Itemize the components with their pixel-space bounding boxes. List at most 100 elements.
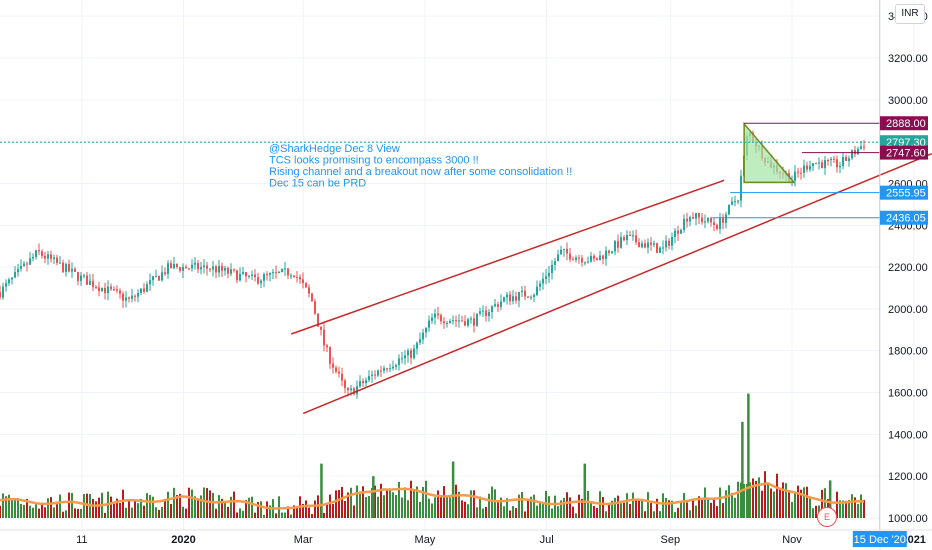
- volume-bar: [158, 509, 160, 518]
- candle-body: [839, 165, 841, 168]
- candle-body: [308, 287, 310, 294]
- volume-bar: [224, 502, 226, 518]
- annotation-line: @SharkHedge Dec 8 View: [269, 143, 400, 155]
- x-tick-label: May: [415, 534, 436, 546]
- currency-badge[interactable]: INR: [895, 4, 925, 24]
- volume-bar: [614, 497, 616, 518]
- candle-body: [212, 266, 214, 270]
- candle-body: [11, 277, 13, 280]
- candle-body: [122, 293, 124, 301]
- volume-bar: [806, 486, 808, 518]
- volume-bar: [95, 501, 97, 518]
- volume-bar: [741, 421, 744, 518]
- candle-body: [302, 279, 304, 284]
- candle-body: [53, 257, 55, 259]
- volume-bar: [815, 505, 817, 518]
- candle-body: [623, 237, 625, 241]
- candle-body: [431, 317, 433, 321]
- candle-body: [65, 264, 67, 272]
- candle-body: [824, 160, 826, 169]
- volume-bar: [527, 499, 529, 518]
- volume-bar: [137, 503, 139, 518]
- volume-bar: [203, 487, 205, 518]
- candle-body: [296, 277, 298, 279]
- candle-body: [86, 275, 88, 285]
- volume-moving-average: [0, 481, 865, 510]
- earnings-event-icon[interactable]: E: [817, 507, 837, 527]
- candle-body: [713, 222, 715, 225]
- volume-bar: [372, 476, 375, 518]
- volume-bar: [761, 490, 763, 518]
- volume-bar: [197, 498, 199, 518]
- candle-body: [224, 267, 226, 271]
- volume-bar: [464, 501, 466, 518]
- volume-bar: [149, 495, 151, 518]
- volume-bar: [425, 480, 427, 518]
- candle-body: [413, 348, 415, 358]
- volume-bar: [587, 490, 589, 518]
- candle-body: [554, 261, 556, 265]
- volume-bar: [278, 496, 280, 518]
- volume-bar: [701, 498, 703, 518]
- volume-bar: [44, 507, 46, 518]
- volume-bar: [479, 496, 481, 518]
- candle-body: [620, 237, 622, 248]
- candle-body: [488, 312, 490, 316]
- candle-body: [398, 358, 400, 366]
- volume-bar: [305, 500, 307, 518]
- candle-body: [17, 268, 19, 273]
- volume-bar: [395, 495, 397, 518]
- price-tag-label: 2436.05: [886, 213, 926, 225]
- volume-bar: [83, 493, 85, 518]
- candle-body: [584, 262, 586, 264]
- candle-body: [863, 146, 865, 148]
- volume-bar: [239, 508, 241, 518]
- volume-bar: [635, 499, 637, 518]
- candle-body: [659, 247, 661, 253]
- volume-bar: [332, 503, 334, 518]
- volume-bar: [560, 500, 562, 518]
- candle-body: [590, 255, 592, 262]
- candle-body: [446, 323, 448, 325]
- candle-body: [704, 221, 706, 223]
- volume-bar: [11, 500, 13, 518]
- candle-body: [443, 321, 445, 324]
- volume-bar: [485, 506, 487, 518]
- candle-body: [218, 265, 220, 273]
- candle-body: [500, 301, 502, 307]
- volume-bar: [170, 504, 172, 518]
- candle-body: [164, 272, 166, 275]
- volume-bar: [287, 506, 289, 518]
- volume-bar: [828, 480, 832, 518]
- volume-bar: [758, 477, 760, 518]
- time-axis[interactable]: 11 2020 Mar May Jul Sep Nov 2021: [0, 529, 932, 546]
- x-tick-label: 11: [76, 534, 87, 546]
- candle-body: [671, 236, 673, 246]
- volume-bar: [542, 502, 544, 518]
- candle-body: [326, 345, 328, 348]
- candle-body: [230, 269, 232, 274]
- candle-body: [44, 255, 46, 259]
- volume-bar: [620, 503, 622, 518]
- volume-bar: [350, 487, 352, 518]
- volume-bar: [530, 496, 532, 518]
- y-tick-label: 1000.00: [888, 513, 928, 525]
- candle-body: [440, 315, 442, 322]
- candle-body: [149, 280, 151, 285]
- volume-bar: [662, 493, 664, 518]
- volume-bar: [116, 498, 118, 518]
- candle-body: [8, 279, 10, 284]
- price-axis[interactable]: 1000.00 1200.00 1400.00 1600.00 1800.00 2000.…: [879, 0, 928, 550]
- volume-bar: [146, 493, 148, 518]
- candle-body: [497, 304, 499, 307]
- candle-body: [215, 266, 217, 273]
- volume-bar: [110, 496, 112, 518]
- volume-bar: [575, 513, 577, 518]
- volume-bar: [494, 489, 496, 518]
- candle-body: [737, 200, 739, 202]
- candle-body: [434, 313, 436, 318]
- volume-bar: [668, 500, 670, 518]
- candle-body: [716, 224, 718, 229]
